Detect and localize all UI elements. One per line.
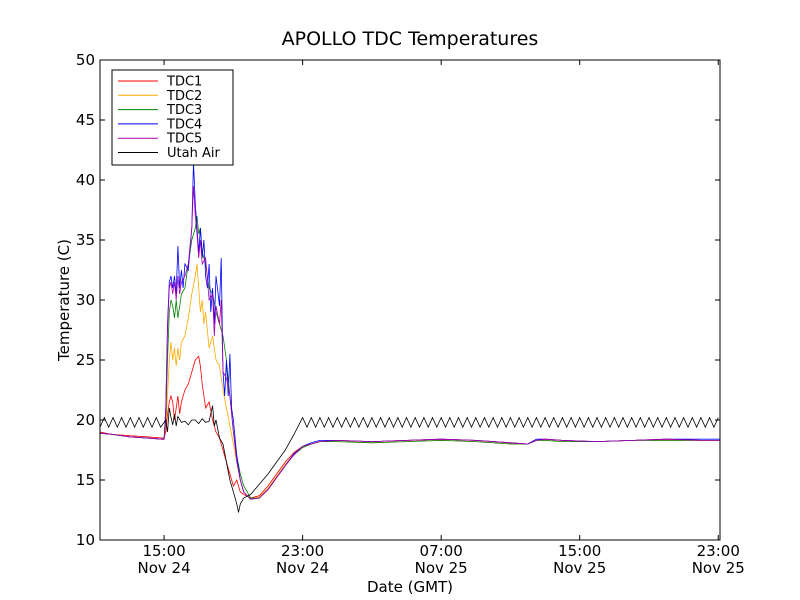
y-tick-label: 30 [76, 291, 95, 309]
legend-label-tdc1: TDC1 [166, 75, 202, 90]
x-tick-label-time: 07:00 [420, 542, 463, 560]
series-layer [99, 161, 720, 513]
x-axis-label: Date (GMT) [367, 578, 453, 596]
series-line-tdc3 [99, 215, 720, 499]
x-tick-label-date: Nov 25 [553, 559, 606, 577]
x-tick-label-time: 23:00 [281, 542, 324, 560]
x-tick-label-date: Nov 24 [276, 559, 329, 577]
y-tick-label: 10 [76, 531, 95, 549]
x-tick-label-time: 15:00 [558, 542, 601, 560]
y-tick-label: 45 [76, 111, 95, 129]
series-line-tdc5 [99, 185, 720, 500]
legend-label-tdc5: TDC5 [166, 132, 202, 147]
legend-label-tdc2: TDC2 [166, 89, 202, 104]
legend-label-tdc3: TDC3 [166, 103, 202, 118]
legend-label-utah-air: Utah Air [167, 146, 220, 161]
legend-label-tdc4: TDC4 [166, 117, 202, 132]
chart-title: APOLLO TDC Temperatures [282, 28, 539, 50]
y-tick-label: 40 [76, 171, 95, 189]
y-tick-label: 20 [76, 411, 95, 429]
y-axis-label: Temperature (C) [55, 239, 73, 362]
y-tick-label: 50 [76, 51, 95, 69]
x-tick-label-date: Nov 25 [415, 559, 468, 577]
y-tick-label: 25 [76, 351, 95, 369]
series-line-utah-air [99, 405, 719, 513]
x-tick-label-time: 23:00 [697, 542, 740, 560]
x-tick-label-date: Nov 24 [138, 559, 191, 577]
y-tick-label: 35 [76, 231, 95, 249]
x-tick-label-date: Nov 25 [692, 559, 745, 577]
y-tick-label: 15 [76, 471, 95, 489]
legend-box [111, 69, 234, 166]
x-tick-label-time: 15:00 [142, 542, 185, 560]
